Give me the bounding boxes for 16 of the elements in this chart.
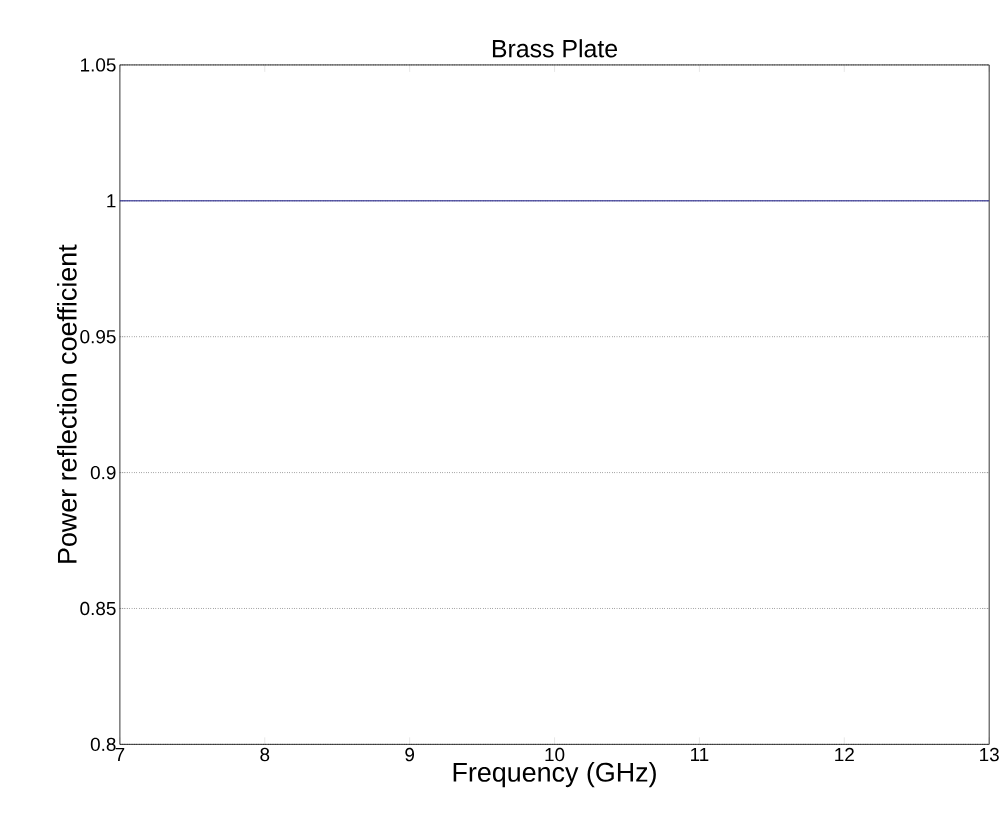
y-tick-label: 0.85 <box>80 601 116 616</box>
x-tick-label: 13 <box>980 747 999 762</box>
x-tick-label: 8 <box>260 747 270 762</box>
x-tick-label: 12 <box>835 747 854 761</box>
y-tick-label: 0.8 <box>90 737 116 751</box>
y-tick-label: 1.05 <box>81 58 116 72</box>
y-tick-label: 1 <box>107 194 116 208</box>
y-tick-label: 0.9 <box>90 465 116 480</box>
y-axis-title: Power reflection coefficient <box>56 244 77 563</box>
x-tick-label: 11 <box>691 747 709 761</box>
chart-title: Brass Plate <box>492 39 618 58</box>
x-tick-label: 10 <box>545 747 565 762</box>
y-tick-label: 0.95 <box>80 329 116 344</box>
x-tick-label: 9 <box>405 747 415 762</box>
x-tick-label: 7 <box>115 747 125 761</box>
x-axis-title: Frequency (GHz) <box>453 761 656 788</box>
